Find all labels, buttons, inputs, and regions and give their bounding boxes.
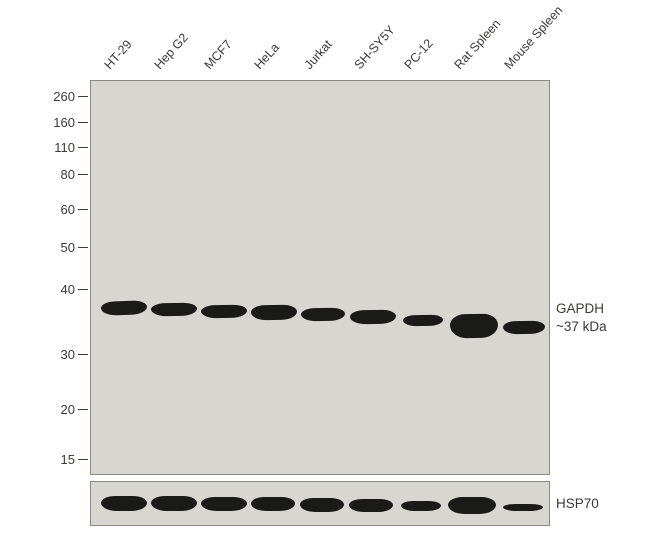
mw-tick: 30 (61, 347, 88, 362)
mw-value: 20 (61, 402, 75, 417)
lane-label: Hep G2 (152, 31, 191, 72)
tick-dash (78, 174, 88, 175)
loading-control-blot (90, 481, 550, 526)
tick-dash (78, 96, 88, 97)
mw-value: 60 (61, 202, 75, 217)
lane-label: MCF7 (202, 37, 235, 72)
hsp70-band (101, 496, 147, 511)
hsp70-band (251, 497, 295, 511)
tick-dash (78, 289, 88, 290)
mw-value: 40 (61, 282, 75, 297)
hsp70-band (151, 496, 197, 511)
gapdh-band (151, 303, 197, 317)
gapdh-band (101, 300, 147, 316)
target-name: GAPDH (556, 300, 607, 318)
mw-value: 260 (53, 89, 75, 104)
lane-label: HeLa (252, 40, 282, 72)
mw-value: 50 (61, 240, 75, 255)
main-blot (90, 80, 550, 475)
mw-tick: 60 (61, 202, 88, 217)
hsp70-band (448, 497, 496, 514)
tick-dash (78, 209, 88, 210)
lane-label: PC-12 (402, 36, 436, 72)
tick-dash (78, 247, 88, 248)
mw-tick: 80 (61, 167, 88, 182)
tick-dash (78, 459, 88, 460)
loading-control-label: HSP70 (556, 495, 599, 513)
mw-tick: 20 (61, 402, 88, 417)
mw-value: 30 (61, 347, 75, 362)
hsp70-band (201, 497, 247, 511)
tick-dash (78, 122, 88, 123)
mw-tick: 110 (54, 140, 88, 155)
mw-tick: 15 (61, 452, 88, 467)
gapdh-band (350, 310, 396, 325)
gapdh-band (251, 305, 297, 321)
tick-dash (78, 409, 88, 410)
hsp70-band (300, 498, 344, 512)
lane-label: Mouse Spleen (502, 3, 566, 72)
mw-tick: 40 (61, 282, 88, 297)
lane-label: SH-SY5Y (352, 23, 398, 72)
mw-tick: 160 (53, 115, 88, 130)
hsp70-band (401, 501, 441, 511)
gapdh-band (301, 308, 345, 322)
mw-tick: 260 (53, 89, 88, 104)
gapdh-band (403, 315, 443, 327)
mw-value: 110 (54, 140, 75, 155)
target-mw: ~37 kDa (556, 318, 607, 336)
lane-labels: HT-29 Hep G2 MCF7 HeLa Jurkat SH-SY5YPC-12 Rat… (90, 0, 550, 80)
blot-container (90, 80, 550, 526)
mw-tick: 50 (61, 240, 88, 255)
gapdh-band (201, 305, 247, 319)
mw-value: 80 (61, 167, 75, 182)
hsp70-band (503, 504, 543, 511)
loading-control-name: HSP70 (556, 496, 599, 511)
hsp70-band (349, 499, 393, 512)
mw-value: 15 (61, 452, 75, 467)
lane-label: Jurkat (302, 37, 335, 72)
tick-dash (78, 147, 88, 148)
gapdh-band (450, 314, 498, 339)
target-label: GAPDH ~37 kDa (556, 300, 607, 335)
gapdh-band (503, 321, 545, 335)
lane-label: HT-29 (102, 37, 135, 72)
lane-label: Rat Spleen (452, 17, 504, 72)
mw-ladder: 260 160 110 80 60 50 40 30 20 15 (50, 80, 88, 475)
mw-value: 160 (53, 115, 75, 130)
tick-dash (78, 354, 88, 355)
